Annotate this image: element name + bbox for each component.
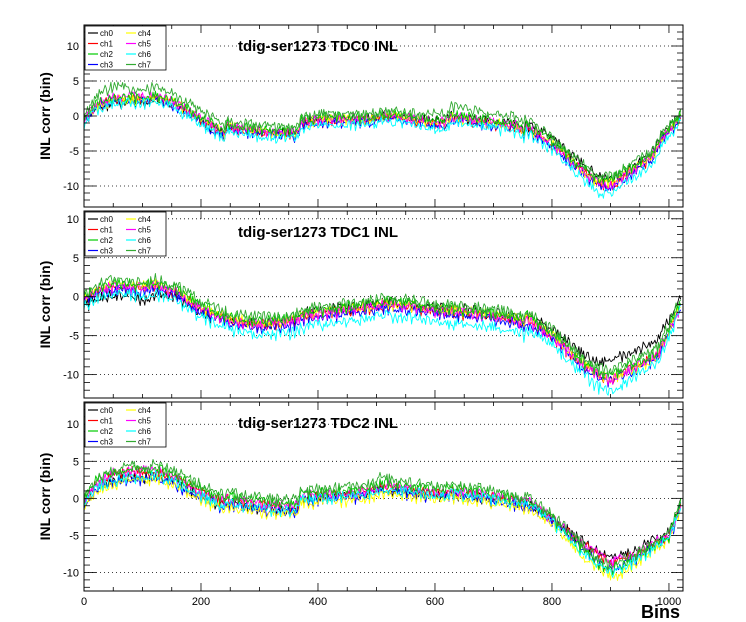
y-tick-label: 5 — [73, 76, 79, 88]
series-line-ch7 — [83, 458, 682, 573]
legend-label-ch7: ch7 — [138, 61, 151, 70]
chart-title: tdig-ser1273 TDC1 INL — [238, 224, 398, 241]
panel-1: -10 -5 0 5 10 INL corr (bin) tdig-ser1273 TDC1… — [37, 210, 684, 399]
series-line-ch3 — [83, 283, 682, 388]
y-tick-label: 0 — [73, 111, 79, 123]
legend-label-ch7: ch7 — [138, 247, 151, 256]
series-line-ch0 — [83, 289, 682, 367]
y-tick-label: 10 — [67, 419, 79, 431]
legend-label-ch1: ch1 — [100, 40, 113, 49]
y-tick-label: 10 — [67, 41, 79, 53]
x-tick-label: 400 — [309, 596, 327, 608]
legend-label-ch2: ch2 — [100, 427, 113, 436]
series-line-ch5 — [83, 90, 681, 190]
legend-label-ch7: ch7 — [138, 438, 151, 447]
x-tick-label: 800 — [543, 596, 561, 608]
legend-box — [84, 25, 167, 71]
y-axis-label: INL corr (bin) — [37, 453, 53, 541]
plot-frame — [83, 401, 684, 592]
legend-label-ch2: ch2 — [100, 236, 113, 245]
series-line-ch6 — [83, 288, 682, 396]
series-line-ch6 — [83, 470, 682, 578]
y-tick-label: -10 — [63, 370, 79, 382]
legend-label-ch0: ch0 — [100, 29, 113, 38]
legend-label-ch6: ch6 — [138, 236, 151, 245]
legend-label-ch3: ch3 — [100, 438, 113, 447]
y-tick-label: -5 — [69, 146, 79, 158]
legend-label-ch1: ch1 — [100, 226, 113, 235]
series-line-ch4 — [83, 474, 682, 582]
series-line-ch7 — [83, 273, 682, 379]
legend-label-ch5: ch5 — [138, 417, 151, 426]
panels-layer: -10 -5 0 5 10 INL corr (bin) tdig-ser1273 TDC0… — [37, 24, 684, 608]
chart-title: tdig-ser1273 TDC0 INL — [238, 38, 398, 55]
legend-label-ch2: ch2 — [100, 50, 113, 59]
y-tick-label: -5 — [69, 530, 79, 542]
y-axis-label: INL corr (bin) — [37, 72, 53, 160]
series-line-ch6 — [83, 97, 682, 199]
y-tick-label: 5 — [73, 253, 79, 265]
legend-label-ch5: ch5 — [138, 226, 151, 235]
legend-box — [84, 211, 167, 257]
legend-label-ch4: ch4 — [138, 215, 151, 224]
legend-label-ch6: ch6 — [138, 427, 151, 436]
x-tick-label: 600 — [426, 596, 444, 608]
legend-label-ch5: ch5 — [138, 40, 151, 49]
y-tick-label: 0 — [73, 292, 79, 304]
series-line-ch4 — [83, 278, 681, 384]
y-tick-label: 10 — [67, 214, 79, 226]
legend-label-ch3: ch3 — [100, 247, 113, 256]
series-line-ch3 — [83, 473, 682, 574]
y-axis-label: INL corr (bin) — [37, 261, 53, 349]
y-tick-label: 0 — [73, 493, 79, 505]
series-line-ch2 — [83, 464, 682, 576]
legend-label-ch3: ch3 — [100, 61, 113, 70]
x-tick-label: 0 — [81, 596, 87, 608]
panel-0: -10 -5 0 5 10 INL corr (bin) tdig-ser1273 TDC0… — [37, 24, 684, 208]
series-line-ch7 — [83, 81, 682, 184]
x-tick-label: 1000 — [657, 596, 681, 608]
series-line-ch2 — [83, 278, 682, 380]
y-tick-label: 5 — [73, 456, 79, 468]
x-tick-label: 200 — [192, 596, 210, 608]
legend-label-ch1: ch1 — [100, 417, 113, 426]
legend-box — [84, 402, 167, 448]
legend-label-ch0: ch0 — [100, 406, 113, 415]
legend-label-ch4: ch4 — [138, 29, 151, 38]
legend-label-ch6: ch6 — [138, 50, 151, 59]
y-tick-label: -10 — [63, 567, 79, 579]
y-tick-label: -10 — [63, 181, 79, 193]
panel-2: -10 -5 0 5 10 0 200 400 600 800 1000 INL corr (bin)… — [37, 401, 684, 608]
legend-label-ch0: ch0 — [100, 215, 113, 224]
legend-label-ch4: ch4 — [138, 406, 151, 415]
x-axis-title: Bins — [641, 602, 680, 622]
chart-title: tdig-ser1273 TDC2 INL — [238, 415, 398, 432]
y-tick-label: -5 — [69, 331, 79, 343]
